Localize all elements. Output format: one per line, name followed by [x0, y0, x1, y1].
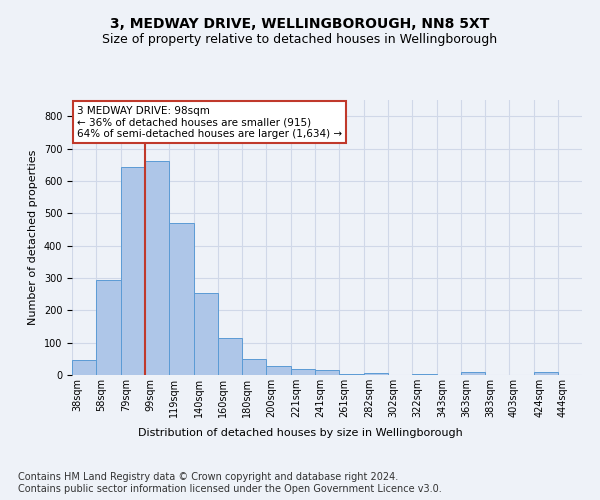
Bar	[96, 280, 121, 375]
Bar	[169, 224, 194, 375]
Y-axis label: Number of detached properties: Number of detached properties	[28, 150, 38, 325]
Bar	[315, 370, 339, 375]
Text: 3, MEDWAY DRIVE, WELLINGBOROUGH, NN8 5XT: 3, MEDWAY DRIVE, WELLINGBOROUGH, NN8 5XT	[110, 18, 490, 32]
Bar	[218, 338, 242, 375]
Bar	[461, 372, 485, 375]
Text: Distribution of detached houses by size in Wellingborough: Distribution of detached houses by size …	[137, 428, 463, 438]
Bar	[194, 294, 218, 375]
Bar	[339, 374, 364, 375]
Bar	[145, 162, 169, 375]
Bar	[72, 360, 96, 375]
Text: Contains HM Land Registry data © Crown copyright and database right 2024.
Contai: Contains HM Land Registry data © Crown c…	[18, 472, 442, 494]
Bar	[266, 366, 291, 375]
Text: 3 MEDWAY DRIVE: 98sqm
← 36% of detached houses are smaller (915)
64% of semi-det: 3 MEDWAY DRIVE: 98sqm ← 36% of detached …	[77, 106, 342, 138]
Bar	[291, 369, 315, 375]
Bar	[534, 372, 558, 375]
Bar	[121, 167, 145, 375]
Bar	[242, 359, 266, 375]
Text: Size of property relative to detached houses in Wellingborough: Size of property relative to detached ho…	[103, 32, 497, 46]
Bar	[412, 374, 437, 375]
Bar	[364, 374, 388, 375]
